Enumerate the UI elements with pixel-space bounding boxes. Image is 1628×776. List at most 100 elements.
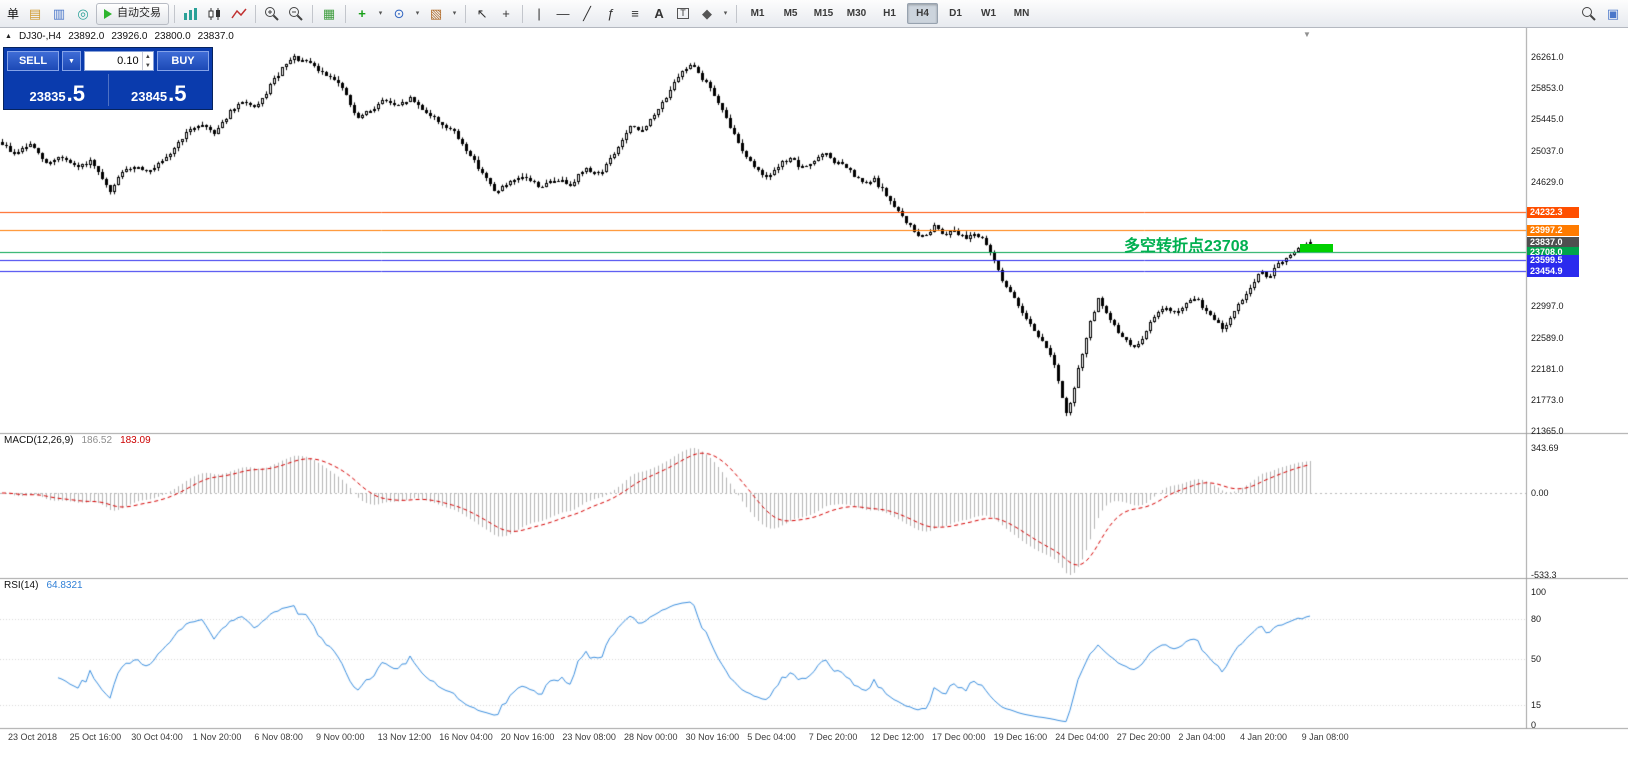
cursor-icon[interactable]: ↖	[476, 6, 488, 21]
price-level-tag: 23997.2	[1527, 225, 1579, 236]
toolbar-separator	[736, 4, 738, 23]
autotrading-button[interactable]: 自动交易	[96, 2, 170, 25]
time-axis-label: 6 Nov 08:00	[254, 732, 303, 742]
zoom-out-icon[interactable]	[285, 4, 307, 24]
lot-size-field: ▲ ▼	[84, 51, 154, 71]
annotation-dash-object[interactable]	[1300, 244, 1333, 253]
candlestick-type-icon[interactable]	[204, 4, 226, 24]
rsi-scale-tick: 50	[1531, 654, 1542, 664]
arrows-caret[interactable]: ▾	[723, 10, 728, 17]
text-icon[interactable]: A	[654, 6, 664, 21]
equidistant-channel-icon[interactable]: ≡	[631, 6, 639, 21]
fibonacci-icon[interactable]: ƒ	[607, 6, 615, 21]
menu-item-label: 单	[7, 7, 20, 21]
tile-windows-icon[interactable]: ▦	[322, 6, 336, 21]
text-label-icon[interactable]: T	[672, 4, 694, 24]
timeframe-m15[interactable]: M15	[813, 8, 834, 19]
vertical-line-icon[interactable]: |	[537, 6, 541, 21]
order-type-caret[interactable]: ▼	[62, 51, 81, 71]
timeframe-m30[interactable]: M30	[846, 8, 867, 19]
macd-scale-zero: 0.00	[1531, 488, 1549, 498]
new-chart-window-icon[interactable]: ▣	[1606, 6, 1620, 21]
price-axis-tick: 22589.0	[1531, 333, 1564, 343]
rsi-indicator-label: RSI(14) 64.8321	[4, 580, 83, 591]
time-axis-label: 16 Nov 04:00	[439, 732, 493, 742]
buy-price-int: 23845	[130, 88, 168, 104]
time-axis-label: 2 Jan 04:00	[1178, 732, 1226, 742]
toolbar-separator	[312, 4, 314, 23]
lot-spin-up[interactable]: ▲	[144, 53, 151, 60]
time-axis-label: 30 Oct 04:00	[131, 732, 183, 742]
sell-price-button[interactable]: 23835 .5	[7, 74, 108, 106]
price-axis-tick: 25445.0	[1531, 114, 1564, 124]
time-axis-label: 7 Dec 20:00	[808, 732, 858, 742]
trendline-icon[interactable]: ╱	[583, 6, 591, 21]
toolbar-separator	[255, 4, 257, 23]
turning-point-annotation[interactable]: 多空转折点23708	[1124, 238, 1249, 256]
arrows-icon[interactable]: ◆	[702, 6, 713, 21]
buy-button[interactable]: BUY	[157, 51, 209, 71]
templates-icon[interactable]: ▧	[429, 6, 443, 21]
time-axis-label: 9 Nov 00:00	[316, 732, 365, 742]
timeframe-m1[interactable]: M1	[750, 8, 765, 19]
timeframe-w1[interactable]: W1	[981, 8, 997, 19]
timeframe-m5[interactable]: M5	[783, 8, 798, 19]
price-axis-tick: 25853.0	[1531, 83, 1564, 93]
timeframe-h1[interactable]: H1	[883, 8, 896, 19]
market-watch-icon[interactable]: ▥	[52, 6, 66, 21]
autotrading-label: 自动交易	[117, 7, 162, 19]
price-level-tag: 23837.0	[1527, 237, 1579, 248]
horizontal-line-icon[interactable]: —	[556, 6, 570, 21]
low-value: 23800.0	[154, 31, 191, 42]
zoom-in-icon[interactable]	[261, 4, 283, 24]
toolbar-right-group: ▣	[1578, 4, 1624, 24]
price-level-tag: 23708.0	[1527, 247, 1579, 258]
time-axis-label: 5 Dec 04:00	[747, 732, 796, 742]
price-axis-tick: 25037.0	[1531, 146, 1564, 156]
timeframe-mn[interactable]: MN	[1013, 8, 1030, 19]
toolbar-left-group: 单 ▤ ▥ ◎ 自动交易 ▦ + ▾ ⊙ ▾ ▧ ▾ ↖ + | — ╱ ƒ ≡ A T ◆ ▾ M1 M5 M15 M30 H1 H4…	[4, 2, 1037, 25]
data-window-icon[interactable]: ◎	[77, 6, 89, 21]
time-axis-label: 4 Jan 20:00	[1240, 732, 1288, 742]
bar-chart-type-icon[interactable]	[180, 4, 202, 24]
sell-button[interactable]: SELL	[7, 51, 59, 71]
timeframe-h4[interactable]: H4	[907, 3, 939, 24]
price-axis-tick: 22997.0	[1531, 301, 1564, 311]
templates-caret[interactable]: ▾	[452, 10, 457, 17]
close-value: 23837.0	[197, 31, 234, 42]
indicators-icon[interactable]: +	[358, 6, 366, 21]
open-value: 23892.0	[68, 31, 105, 42]
text-label-glyph: T	[677, 8, 689, 19]
price-level-tag: 23454.9	[1527, 266, 1579, 277]
crosshair-icon[interactable]: +	[502, 6, 510, 21]
price-chart-canvas[interactable]	[0, 28, 1628, 776]
price-axis-tick: 24629.0	[1531, 177, 1564, 187]
time-axis-label: 17 Dec 00:00	[932, 732, 986, 742]
rsi-scale-tick: 0	[1531, 720, 1537, 730]
chart-ohlc-readout: ▲ DJ30-,H4 23892.0 23926.0 23800.0 23837…	[5, 31, 234, 42]
toolbar-separator	[465, 4, 467, 23]
price-axis-tick: 22181.0	[1531, 364, 1564, 374]
macd-scale-min: -533.3	[1531, 570, 1557, 580]
sell-price-frac: .5	[66, 81, 85, 107]
chart-shift-marker: ▼	[1303, 30, 1311, 39]
timeframe-d1[interactable]: D1	[949, 8, 962, 19]
macd-indicator-label: MACD(12,26,9) 186.52 183.09	[4, 435, 151, 446]
macd-name: MACD(12,26,9)	[4, 435, 74, 446]
price-axis-tick: 21773.0	[1531, 395, 1564, 405]
macd-main-value: 186.52	[81, 435, 113, 446]
rsi-scale-tick: 80	[1531, 614, 1542, 624]
periods-caret[interactable]: ▾	[415, 10, 420, 17]
lot-spin-down[interactable]: ▼	[144, 62, 151, 69]
toolbar-separator	[345, 4, 347, 23]
chart-area: ▲ DJ30-,H4 23892.0 23926.0 23800.0 23837…	[0, 28, 1628, 776]
high-value: 23926.0	[111, 31, 148, 42]
line-chart-type-icon[interactable]	[228, 4, 250, 24]
lot-size-input[interactable]	[85, 52, 142, 70]
search-icon[interactable]	[1578, 4, 1600, 24]
periods-icon[interactable]: ⊙	[393, 6, 405, 21]
indicators-caret[interactable]: ▾	[378, 10, 383, 17]
buy-price-button[interactable]: 23845 .5	[107, 74, 210, 106]
new-order-icon[interactable]: ▤	[28, 6, 42, 21]
